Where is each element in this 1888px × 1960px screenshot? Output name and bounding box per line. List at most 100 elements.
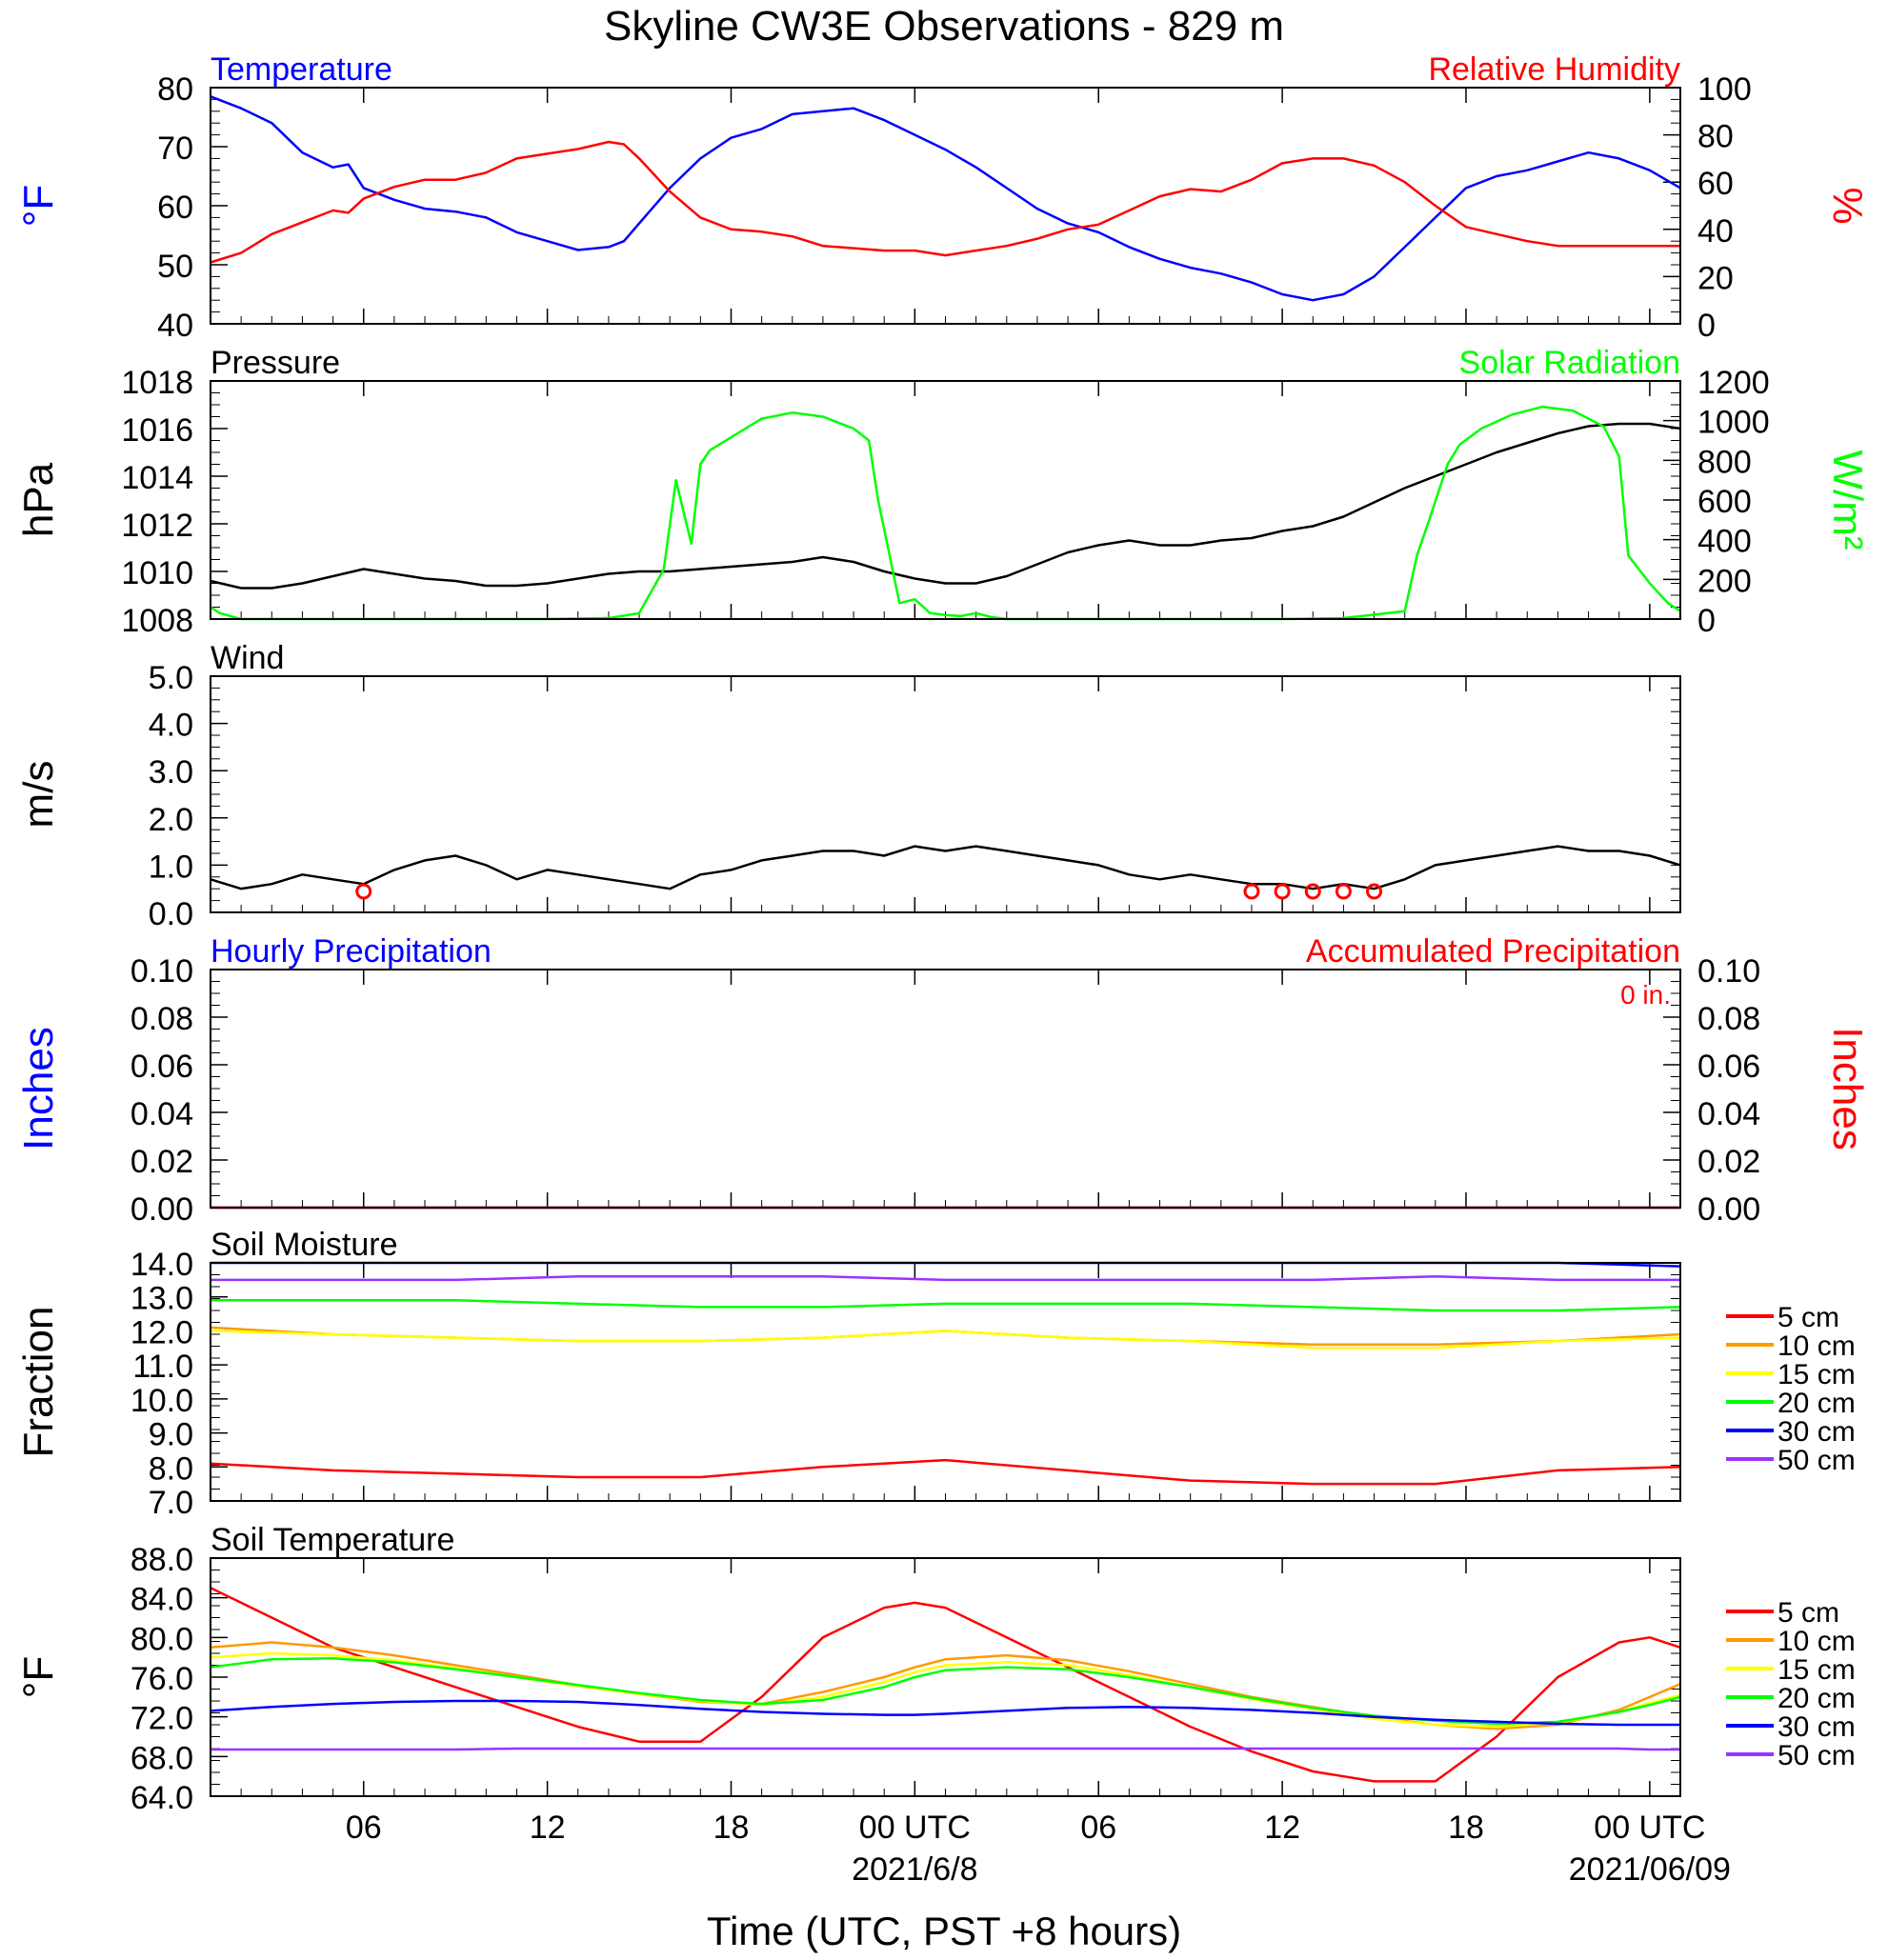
series-line-15-cm xyxy=(210,1330,1681,1350)
series-line-50-cm xyxy=(211,1275,1680,1282)
panel-frame xyxy=(210,1557,1681,1797)
series-line-30-cm xyxy=(210,1699,1680,1727)
y-tick-label-left: 88.0 xyxy=(131,1542,193,1578)
y-tick-label-left: 1010 xyxy=(121,555,193,591)
panel-title-right: Relative Humidity xyxy=(1428,51,1680,88)
calm-wind-marker xyxy=(1243,883,1260,900)
y-tick-label-left: 64.0 xyxy=(131,1780,193,1816)
y-tick-label-right: 1000 xyxy=(1697,405,1770,441)
y-tick-label-left: 13.0 xyxy=(131,1281,193,1317)
y-tick-label-right: 0.10 xyxy=(1697,953,1760,990)
y-tick-label-left: 12.0 xyxy=(131,1314,193,1350)
y-tick-label-right: 0.02 xyxy=(1697,1144,1760,1180)
y-tick-label-left: 1018 xyxy=(121,365,193,401)
panel-title-right: Accumulated Precipitation xyxy=(1306,933,1680,970)
y-tick-label-left: 80 xyxy=(157,71,193,108)
series-line-temperature xyxy=(210,95,1681,302)
y-axis-title-left: hPa xyxy=(15,462,62,537)
panel-soil-temperature: 88.0 84.080.0 76.0 72.068.0 64.0 Soil Tempera… xyxy=(15,1522,1856,1816)
y-tick-label-right: 1200 xyxy=(1697,365,1770,401)
y-tick-label-left: 1008 xyxy=(121,603,193,639)
y-tick-label-left: 4.0 xyxy=(149,708,193,744)
legend-label: 10 cm xyxy=(1778,1330,1856,1362)
y-axis-title-left: °F xyxy=(15,1656,62,1698)
y-tick-label-right: 0.06 xyxy=(1697,1049,1760,1085)
legend-label: 5 cm xyxy=(1778,1597,1839,1629)
y-tick-label-left: 70 xyxy=(157,130,193,167)
y-tick-label-right: 600 xyxy=(1697,484,1752,520)
legend-label: 15 cm xyxy=(1778,1654,1856,1686)
calm-wind-marker xyxy=(1335,883,1352,900)
y-tick-label-left: 68.0 xyxy=(131,1740,193,1776)
panel-temperature-humidity: 80 70 60 50 40 100 80 60 40 20 0 Temperature Relativ… xyxy=(15,51,1871,344)
y-tick-label-left: 0.06 xyxy=(131,1049,193,1085)
x-tick-label: 06 xyxy=(1080,1810,1116,1846)
y-tick-label-right: 20 xyxy=(1697,260,1734,296)
calm-wind-marker xyxy=(1366,883,1383,900)
y-axis-title-left: °F xyxy=(15,185,62,227)
y-tick-label-right: 40 xyxy=(1697,213,1734,250)
series-line-10-cm xyxy=(210,1641,1681,1730)
precip-total-annotation: 0 in. xyxy=(1620,980,1671,1010)
y-tick-label-right: 0.04 xyxy=(1697,1096,1760,1132)
y-tick-label-left: 14.0 xyxy=(131,1247,193,1283)
y-tick-label-left: 72.0 xyxy=(131,1701,193,1737)
legend-label: 30 cm xyxy=(1778,1416,1856,1448)
y-tick-label-right: 100 xyxy=(1697,71,1752,108)
y-tick-label-left: 0.02 xyxy=(131,1144,193,1180)
legend-label: 10 cm xyxy=(1778,1626,1856,1657)
y-tick-label-right: 60 xyxy=(1697,166,1734,202)
panel-title-left: Pressure xyxy=(211,345,340,381)
series-line-5-cm xyxy=(210,1587,1681,1783)
panel-title-left: Hourly Precipitation xyxy=(211,933,492,970)
y-tick-label-left: 0.08 xyxy=(131,1001,193,1037)
y-tick-label-left: 0.10 xyxy=(131,953,193,990)
y-tick-label-left: 80.0 xyxy=(131,1621,193,1657)
series-line-solar-radiation xyxy=(210,405,1681,621)
legend-label: 30 cm xyxy=(1778,1711,1856,1743)
y-tick-label-right: 0.08 xyxy=(1697,1001,1760,1037)
series-line-relative-humidity xyxy=(210,140,1680,264)
y-tick-label-left: 1012 xyxy=(121,508,193,544)
panel-wind: 5.0 4.0 3.0 2.0 1.0 0.0 Wind m/s xyxy=(15,640,1681,932)
panel-title-left: Soil Moisture xyxy=(211,1227,398,1263)
x-tick-label: 12 xyxy=(1264,1810,1300,1846)
y-tick-label-left: 2.0 xyxy=(149,802,193,838)
y-axis-title-left: Inches xyxy=(15,1027,62,1150)
y-tick-label-left: 11.0 xyxy=(132,1349,193,1385)
y-tick-label-right: 0 xyxy=(1697,603,1716,639)
y-tick-label-left: 9.0 xyxy=(149,1417,193,1453)
x-tick-label: 18 xyxy=(713,1810,750,1846)
y-tick-label-right: 80 xyxy=(1697,119,1734,155)
panel-frame xyxy=(210,969,1681,1209)
series-line-15-cm xyxy=(210,1651,1681,1729)
panel-precipitation: 0.10 0.08 0.06 0.04 0.02 0.00 0.10 0.08 0.06 0.04… xyxy=(15,933,1871,1228)
y-tick-label-left: 10.0 xyxy=(131,1383,193,1419)
panel-title-left: Wind xyxy=(211,640,284,676)
y-tick-label-right: 800 xyxy=(1697,444,1752,480)
y-tick-label-left: 5.0 xyxy=(149,660,193,696)
y-tick-label-right: 200 xyxy=(1697,563,1752,599)
legend-label: 5 cm xyxy=(1778,1302,1839,1333)
y-tick-label-left: 60 xyxy=(157,190,193,226)
panel-frame xyxy=(210,87,1681,325)
y-tick-label-left: 1016 xyxy=(121,412,193,449)
y-tick-label-left: 3.0 xyxy=(149,754,193,790)
legend-label: 15 cm xyxy=(1778,1359,1856,1390)
x-tick-label: 00 UTC xyxy=(1594,1810,1705,1846)
y-tick-label-left: 0.04 xyxy=(131,1096,193,1132)
y-axis-title-left: Fraction xyxy=(15,1307,62,1458)
y-tick-label-left: 84.0 xyxy=(131,1582,193,1618)
y-tick-label-left: 7.0 xyxy=(149,1485,193,1521)
y-axis-title-left: m/s xyxy=(15,761,62,829)
x-tick-label: 00 UTC xyxy=(859,1810,971,1846)
panel-title-right: Solar Radiation xyxy=(1459,345,1680,381)
x-axis-title: Time (UTC, PST +8 hours) xyxy=(707,1909,1181,1953)
y-tick-label-left: 76.0 xyxy=(131,1661,193,1697)
legend-label: 20 cm xyxy=(1778,1388,1856,1419)
panel-title-left: Soil Temperature xyxy=(211,1522,454,1558)
